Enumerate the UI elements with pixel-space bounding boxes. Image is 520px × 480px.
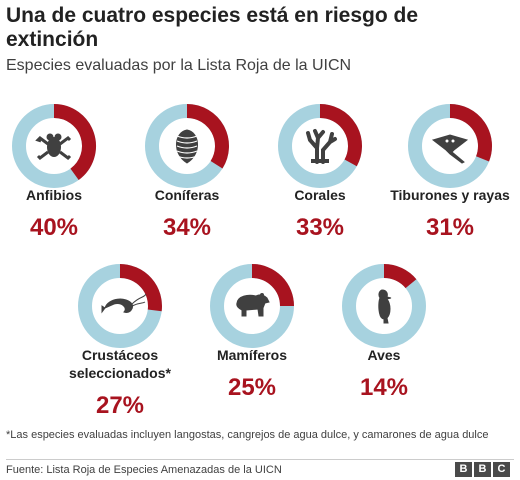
category-label: seleccionados* bbox=[69, 365, 171, 381]
percent-label: 34% bbox=[163, 214, 211, 241]
pine-cone-icon bbox=[176, 129, 198, 164]
donut-threatened-arc bbox=[186, 104, 229, 169]
footnote: *Las especies evaluadas incluyen langost… bbox=[6, 429, 489, 441]
donut-group: Aves 14% bbox=[342, 264, 426, 401]
donut-group: Tiburones y rayas 31% bbox=[390, 104, 510, 241]
category-label: Aves bbox=[368, 347, 401, 363]
bbc-logo: B B C bbox=[455, 462, 510, 477]
bird-icon bbox=[378, 289, 392, 324]
donut-group: Anfibios 40% bbox=[12, 104, 96, 241]
category-label: Anfibios bbox=[26, 187, 82, 203]
donut-group: Mamíferos 25% bbox=[210, 264, 294, 401]
bbc-logo-letter-3: C bbox=[493, 462, 510, 477]
percent-label: 31% bbox=[426, 214, 474, 241]
category-label: Coníferas bbox=[155, 187, 220, 203]
bear-icon bbox=[236, 293, 270, 317]
category-label: Crustáceos bbox=[82, 347, 158, 363]
donut-threatened-arc bbox=[449, 104, 492, 162]
category-label: Mamíferos bbox=[217, 347, 287, 363]
frog-icon bbox=[35, 133, 72, 160]
donut-chart-grid: Anfibios 40% Coníferas 34% Corales 33% Tiburon… bbox=[12, 104, 510, 419]
donut-threatened-arc bbox=[53, 104, 96, 180]
chart-subtitle: Especies evaluadas por la Lista Roja de … bbox=[6, 57, 352, 74]
category-label: Corales bbox=[294, 187, 346, 203]
percent-label: 33% bbox=[296, 214, 344, 241]
donut-threatened-arc bbox=[319, 104, 362, 167]
footer-divider bbox=[6, 459, 514, 460]
bbc-logo-letter-2: B bbox=[474, 462, 491, 477]
percent-label: 14% bbox=[360, 374, 408, 401]
source-note: Fuente: Lista Roja de Especies Amenazada… bbox=[6, 464, 282, 476]
category-label: Tiburones y rayas bbox=[390, 187, 510, 203]
percent-label: 27% bbox=[96, 392, 144, 419]
percent-label: 40% bbox=[30, 214, 78, 241]
ray-icon bbox=[431, 134, 469, 164]
donut-threatened-arc bbox=[383, 264, 417, 289]
chart-title: Una de cuatro especies está en riesgo de… bbox=[6, 4, 419, 51]
coral-icon bbox=[306, 129, 337, 164]
donut-threatened-arc bbox=[251, 264, 294, 307]
donut-group: Crustáceos seleccionados* 27% bbox=[69, 264, 172, 419]
shrimp-icon bbox=[101, 293, 147, 314]
donut-group: Coníferas 34% bbox=[145, 104, 229, 241]
percent-label: 25% bbox=[228, 374, 276, 401]
donut-group: Corales 33% bbox=[278, 104, 362, 241]
donut-threatened-arc bbox=[119, 264, 162, 312]
bbc-logo-letter-1: B bbox=[455, 462, 472, 477]
